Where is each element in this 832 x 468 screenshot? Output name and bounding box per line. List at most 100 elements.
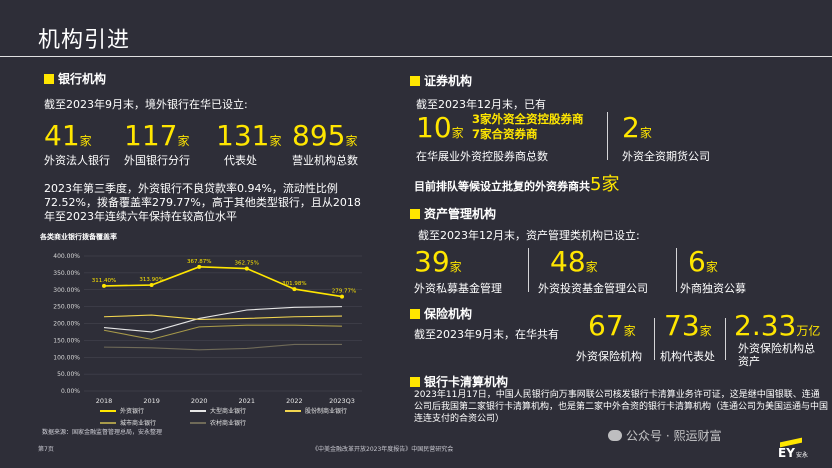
stat-value: 41 [44,119,80,152]
x-tick-label: 2021 [239,397,256,405]
stat-unit: 家 [705,260,718,274]
banks-paragraph: 2023年第三季度，外资银行不良贷款率0.94%，流动性比例72.52%，拨备覆… [44,182,361,223]
securities-total-label: 在华展业外资控股券商总数 [416,150,548,163]
legend-label: 股份制商业银行 [305,407,347,415]
card-heading-label: 银行卡清算机构 [424,375,509,389]
insurance-stat-assets: 2.33万亿 [734,312,820,340]
insurance-stat-rep-label: 机构代表处 [660,350,715,363]
chart-source: 数据来源：国家金融监督管理总局，安永整理 [42,429,163,436]
data-label: 313.90% [139,277,163,283]
banks-intro: 截至2023年9月末，境外银行在华已设立: [44,98,248,111]
securities-breakdown: 3家外资全资控股券商 7家合资券商 [472,112,584,142]
stat-value: 2 [622,111,640,144]
wechat-icon [608,430,622,441]
data-point [292,287,297,292]
queue-text: 目前排队等候设立批复的外资券商共 [414,180,590,193]
stat-value: 67 [588,309,624,342]
x-tick-label: 2019 [143,397,160,405]
bank-stat-total: 895家 营业机构总数 [292,122,358,168]
asset-stat-pe: 39家 外资私募基金管理 [414,248,502,296]
stat-unit: 家 [451,126,464,140]
stat-label: 营业机构总数 [292,154,358,167]
watermark-text: 公众号 · 熙运财富 [626,429,722,443]
asset-stat-public: 6家 [688,248,718,276]
stat-value: 2.33 [734,309,797,342]
y-tick-label: 100.00% [53,354,80,361]
x-tick-label: 2022 [286,397,303,405]
stat-unit: 家 [269,134,282,148]
bullet-square-icon [410,209,420,219]
insurance-stat-companies-label: 外资保险机构 [576,350,642,363]
bullet-square-icon [410,377,420,387]
stat-label: 外资私募基金管理 [414,282,502,295]
legend-label: 大型商业银行 [210,407,246,415]
card-paragraph: 2023年11月17日，中国人民银行向万事网联公司核发银行卡清算业务许可证，这是… [414,390,829,424]
legend-label: 外资银行 [120,407,144,415]
data-label: 301.98% [282,281,306,287]
y-tick-label: 350.00% [53,270,80,277]
insurance-intro: 截至2023年9月末，在华共有 [414,328,559,341]
stat-value: 48 [550,245,586,278]
page-number: 第7页 [38,446,54,453]
data-point [340,294,344,299]
data-point [244,266,249,271]
stat-unit: 万亿 [796,324,821,338]
insurance-heading: 保险机构 [410,305,472,322]
stat-unit: 家 [345,134,358,148]
securities-queue: 目前排队等候设立批复的外资券商共5家 [414,170,619,196]
bank-stat-branches: 117家 外国银行分行 [124,122,190,168]
stat-unit: 家 [699,324,712,338]
data-label: 362.75% [235,261,259,267]
stat-value: 117 [124,119,178,152]
asset-mgmt-intro: 截至2023年12月末，资产管理类机构已设立: [418,229,640,242]
stat-value: 131 [216,119,270,152]
stat-unit: 家 [639,126,652,140]
data-point [149,283,154,288]
insurance-stat-companies: 67家 [588,312,636,340]
ey-logo-sub: 安永 [796,452,809,459]
stat-value: 73 [664,309,700,342]
asset-stat-public-label: 外商独资公募 [680,282,746,295]
divider [676,248,677,292]
legend-label: 农村商业银行 [210,419,246,427]
insurance-stat-assets-label: 外资保险机构总资产 [738,342,815,368]
asset-mgmt-heading-label: 资产管理机构 [424,207,497,221]
page-title: 机构引进 [38,28,131,53]
stat-value: 895 [292,119,346,152]
chart-title: 各类商业银行拨备覆盖率 [40,233,117,241]
asset-mgmt-heading: 资产管理机构 [410,205,496,222]
legend-label: 城市商业银行 [120,419,156,427]
series-line-3 [103,324,343,340]
stat-value: 10 [416,111,452,144]
stat-unit: 家 [79,134,92,148]
securities-total: 10家 [416,114,464,142]
stat-label: 外国银行分行 [124,154,190,167]
ey-logo: EY 安永 [778,437,809,460]
card-heading: 银行卡清算机构 [410,373,508,390]
data-label: 279.77% [332,289,356,295]
series-line-4 [103,343,342,351]
stat-unit: 家 [177,134,190,148]
series-line-2 [103,314,343,321]
securities-detail-joint-venture: 7家合资券商 [472,127,538,141]
securities-futures: 2家 [622,114,652,142]
report-name: 《中美金融改革开放2023年度报告》中国民营研究会 [312,446,454,453]
stat-unit: 家 [449,260,462,274]
divider [607,112,608,160]
x-tick-label: 2023Q3 [329,397,355,405]
ey-logo-text: EY [778,446,795,460]
stat-label: 代表处 [224,154,257,167]
data-label: 367.87% [187,259,211,265]
banks-heading-label: 银行机构 [58,72,107,86]
y-tick-label: 200.00% [53,321,80,328]
insurance-stat-rep: 73家 [664,312,712,340]
securities-heading: 证券机构 [410,72,472,89]
divider [725,318,726,360]
divider [528,248,529,292]
banks-heading: 银行机构 [44,70,106,87]
asset-stat-fund: 48家 [550,248,598,276]
data-point [197,264,202,269]
x-tick-label: 2020 [191,397,208,405]
stat-value: 6 [688,245,706,278]
data-point [102,283,106,288]
